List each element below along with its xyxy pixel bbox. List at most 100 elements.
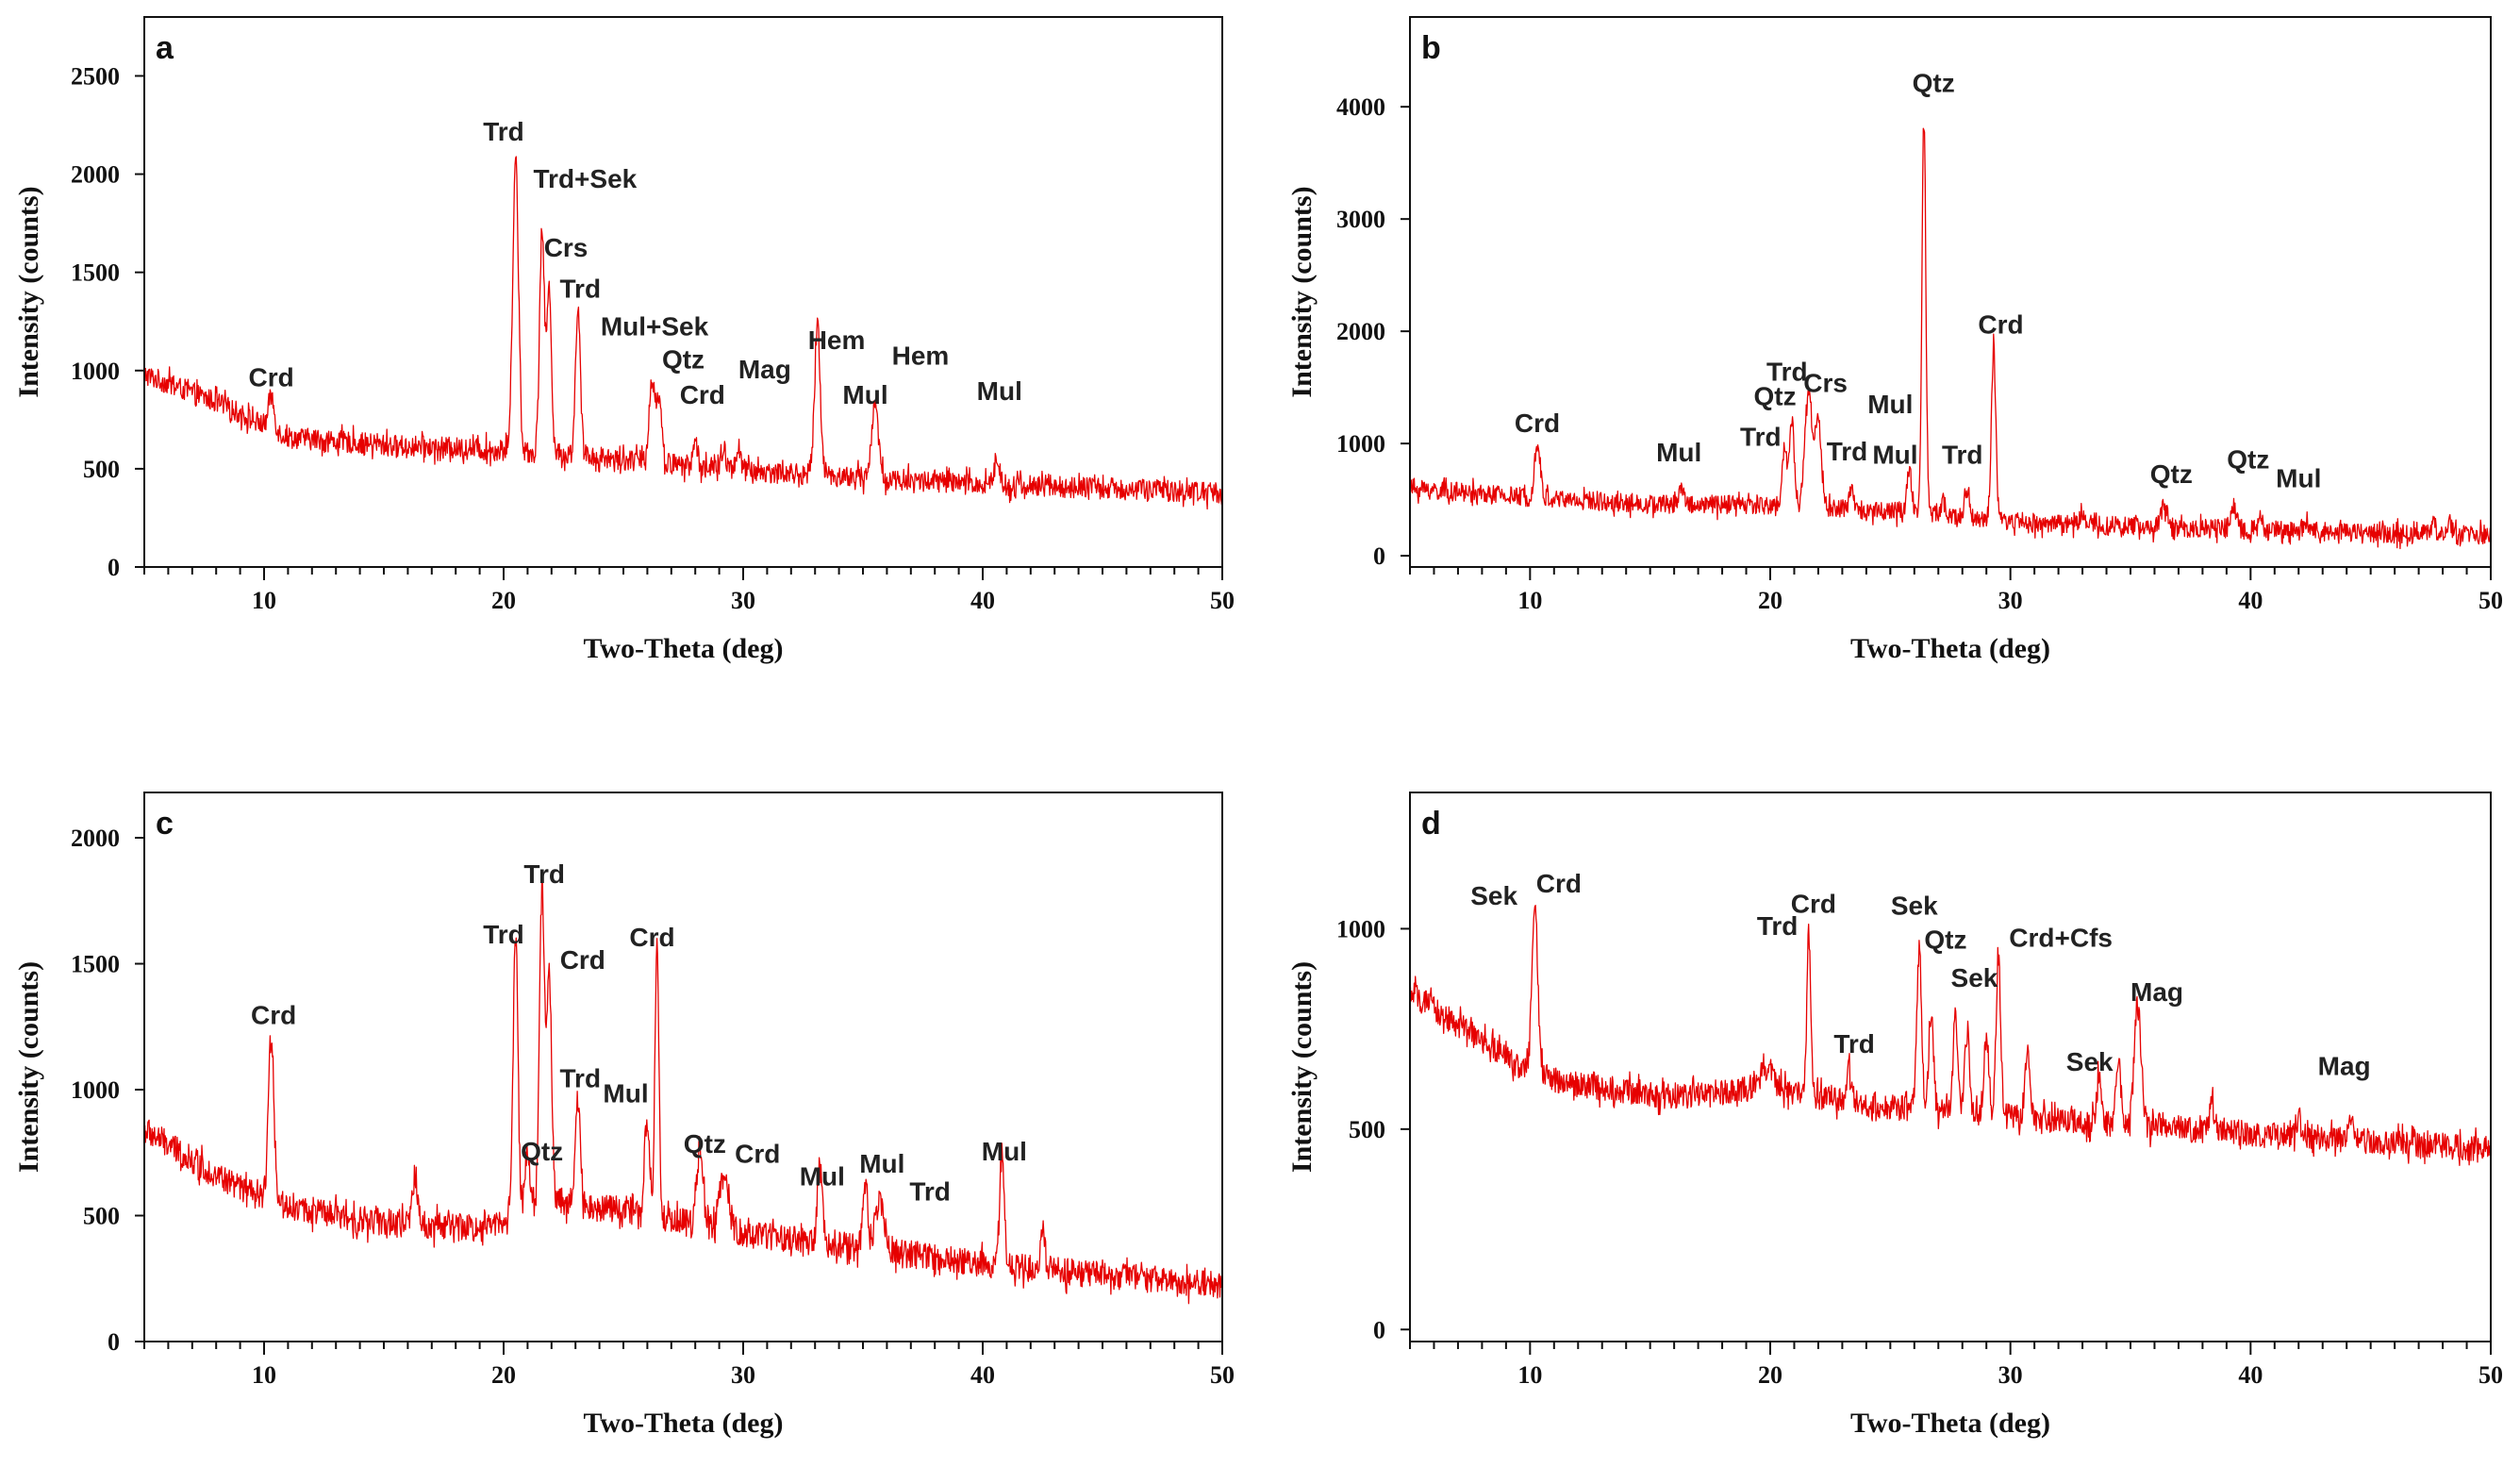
x-tick-label: 30 (731, 1361, 755, 1389)
peak-label: Crd (1978, 310, 2023, 340)
peak-label: Trd (559, 1063, 601, 1092)
peak-label: Crd (629, 923, 674, 952)
x-tick-label: 30 (1998, 587, 2023, 614)
y-tick-label: 2000 (71, 825, 120, 852)
peak-label: Trd (909, 1176, 951, 1206)
peak-label: Mul (1867, 390, 1913, 419)
y-tick-label: 0 (108, 554, 120, 581)
panel-letter: d (1421, 806, 1441, 842)
y-tick-label: 3000 (1336, 206, 1385, 233)
peak-label: Mul (977, 376, 1022, 406)
x-tick-label: 10 (252, 1361, 276, 1389)
y-axis-label: Intensity (counts) (1286, 961, 1318, 1173)
x-axis-label: Two-Theta (deg) (584, 633, 784, 664)
peak-label: Qtz (1924, 925, 1966, 955)
peak-label: Qtz (1754, 382, 1797, 411)
peak-label: Sek (1951, 963, 1998, 992)
panel-a: 10 20 30 40 5005001000150020002500Two-Theta … (13, 16, 1235, 664)
x-tick-label: 20 (491, 587, 516, 614)
diffraction-trace (1409, 905, 2492, 1166)
x-tick-label: 40 (2238, 587, 2263, 614)
x-tick-label: 40 (970, 1361, 995, 1389)
x-tick-label: 50 (2479, 587, 2503, 614)
peak-label: Qtz (521, 1137, 563, 1166)
peak-label: Mul (603, 1078, 648, 1108)
x-tick-label: 10 (252, 587, 276, 614)
peak-label: Sek (1891, 892, 1938, 921)
y-axis-label: Intensity (counts) (13, 186, 44, 397)
y-tick-label: 1000 (71, 358, 120, 385)
y-tick-label: 0 (108, 1328, 120, 1356)
peak-label: Mag (738, 355, 791, 384)
diffraction-trace (143, 156, 1223, 510)
x-axis-label: Two-Theta (deg) (1850, 1408, 2050, 1439)
y-axis-label: Intensity (counts) (13, 961, 44, 1173)
y-tick-label: 500 (83, 1203, 120, 1230)
peak-label: Trd (483, 920, 524, 949)
peak-label: Crd (251, 1001, 296, 1030)
peak-label: Crd (735, 1139, 780, 1168)
peak-label: Mul (859, 1149, 904, 1178)
peak-label: Crd (1536, 869, 1582, 898)
peak-label: Mul (2276, 464, 2321, 493)
plot-frame (1409, 792, 2492, 1342)
y-tick-label: 2000 (71, 161, 120, 189)
peak-label: Trd (1833, 1029, 1875, 1059)
x-tick-label: 20 (1758, 587, 1782, 614)
peak-label: Sek (2066, 1047, 2114, 1076)
peak-label: Mul (982, 1137, 1027, 1166)
peak-label: Trd (523, 859, 565, 889)
peak-label: Mul+Sek (601, 311, 709, 341)
y-axis-label: Intensity (counts) (1286, 186, 1318, 397)
y-tick-label: 1500 (71, 259, 120, 287)
y-tick-label: 0 (1373, 1316, 1385, 1343)
x-tick-label: 40 (2238, 1361, 2263, 1389)
x-tick-label: 50 (1210, 1361, 1235, 1389)
peak-label: Mul (1656, 438, 1701, 467)
y-tick-label: 1500 (71, 951, 120, 978)
peak-label: Crs (544, 233, 589, 262)
panel-letter: b (1421, 30, 1441, 66)
peak-label: Crd (249, 362, 294, 392)
peak-label: Mul (800, 1161, 845, 1191)
peak-label: Mul (842, 380, 887, 409)
y-tick-label: 500 (1349, 1116, 1385, 1143)
peak-label: Trd (1740, 423, 1782, 452)
peak-label: Qtz (1913, 69, 1955, 98)
peak-label: Crd (1515, 408, 1560, 438)
x-axis-label: Two-Theta (deg) (1850, 633, 2050, 664)
peak-label: Trd (483, 117, 524, 146)
x-tick-label: 30 (731, 587, 755, 614)
peak-label: Mul (1872, 441, 1917, 470)
peak-label: Crs (1803, 368, 1848, 397)
x-tick-label: 40 (970, 587, 995, 614)
y-tick-label: 2500 (71, 62, 120, 90)
plot-frame (143, 16, 1223, 568)
x-tick-label: 20 (491, 1361, 516, 1389)
panel-letter: a (156, 30, 174, 66)
diffraction-trace (1409, 127, 2492, 550)
x-tick-label: 50 (1210, 587, 1235, 614)
x-tick-label: 10 (1517, 587, 1542, 614)
peak-label: Trd (1757, 911, 1799, 941)
peak-label: Mag (2318, 1051, 2371, 1080)
y-tick-label: 2000 (1336, 318, 1385, 345)
y-tick-label: 0 (1373, 542, 1385, 570)
peak-label: Trd (1942, 441, 1983, 470)
y-tick-label: 4000 (1336, 93, 1385, 121)
y-tick-label: 1000 (71, 1076, 120, 1104)
plot-frame (1409, 16, 2492, 568)
y-tick-label: 1000 (1336, 430, 1385, 458)
peak-label: Qtz (662, 345, 705, 375)
y-tick-label: 500 (83, 456, 120, 483)
peak-label: Trd (1766, 357, 1808, 386)
panel-b: 10 20 30 40 50 0 1000 2000 3000 4000 Two-Theta (de… (1286, 16, 2503, 664)
peak-label: Hem (892, 342, 950, 371)
peak-label: Qtz (684, 1129, 726, 1159)
peak-label: Sek (1470, 881, 1517, 910)
x-tick-label: 30 (1998, 1361, 2023, 1389)
y-tick-label: 1000 (1336, 915, 1385, 942)
